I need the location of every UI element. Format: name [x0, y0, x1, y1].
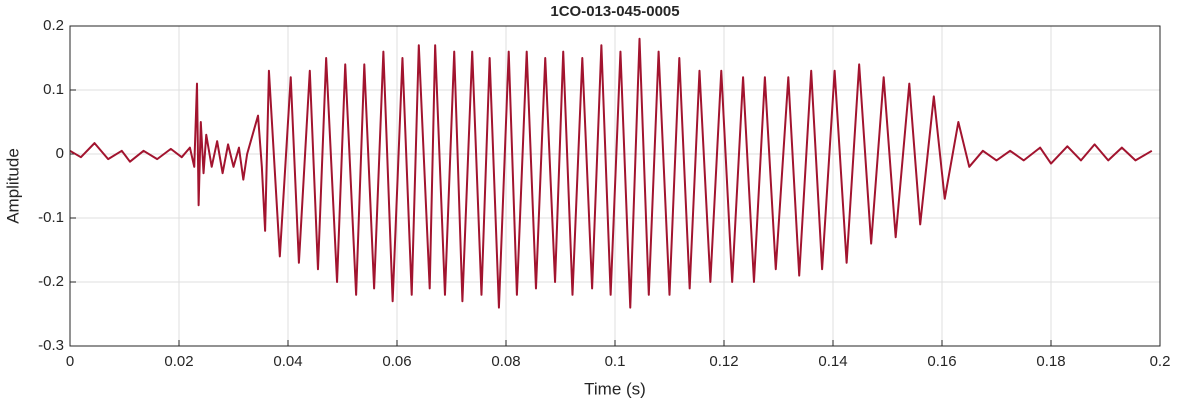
y-tick-label: -0.2: [38, 273, 64, 290]
y-tick-label: -0.1: [38, 209, 64, 226]
x-axis-label: Time (s): [584, 379, 646, 398]
y-tick-label: -0.3: [38, 337, 64, 354]
x-tick-label: 0.14: [818, 353, 847, 370]
x-tick-label: 0.08: [491, 353, 520, 370]
x-tick-label: 0.2: [1150, 353, 1171, 370]
x-tick-label: 0.16: [927, 353, 956, 370]
chart-title: 1CO-013-045-0005: [550, 3, 679, 20]
plot-frame: [69, 25, 1161, 347]
y-axis-label: Amplitude: [3, 148, 22, 224]
y-tick-label: 0: [56, 145, 64, 162]
x-tick-label: 0.12: [709, 353, 738, 370]
x-tick-label: 0.06: [382, 353, 411, 370]
waveform-line: [69, 37, 1153, 309]
x-tick-label: 0.18: [1036, 353, 1065, 370]
y-tick-label: 0.2: [43, 17, 64, 34]
y-tick-label: 0.1: [43, 81, 64, 98]
x-tick-label: 0.02: [164, 353, 193, 370]
x-tick-label: 0: [66, 353, 74, 370]
x-tick-label: 0.1: [605, 353, 626, 370]
x-tick-label: 0.04: [273, 353, 302, 370]
